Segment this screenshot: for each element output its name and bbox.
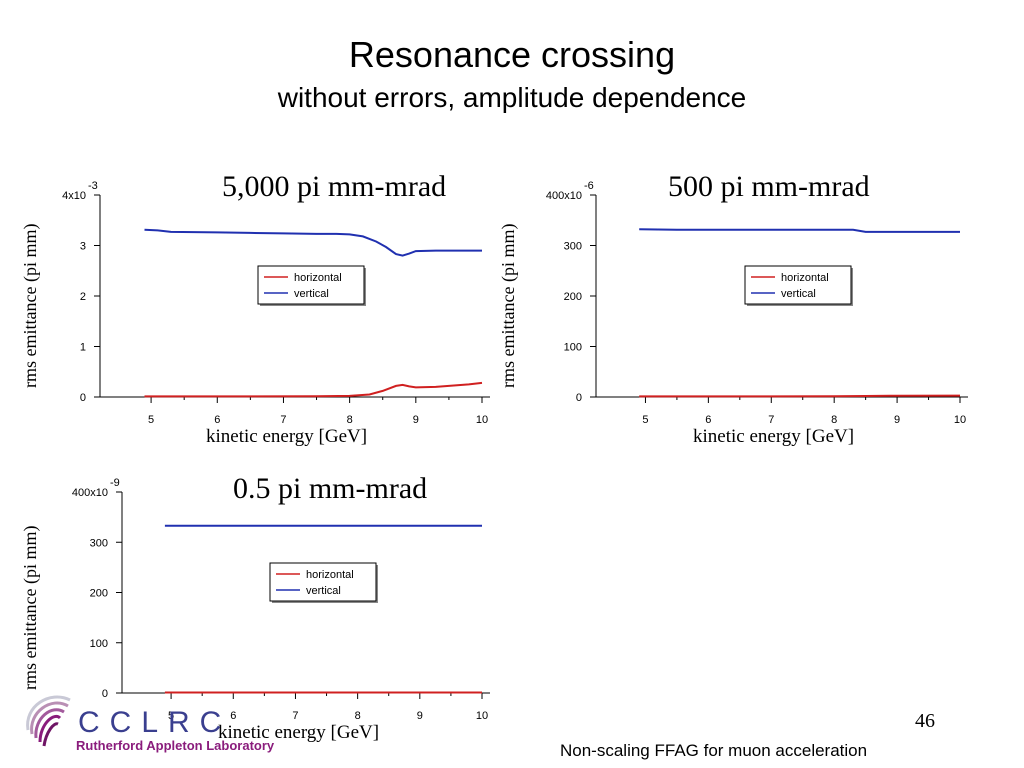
series-line-vertical xyxy=(639,228,960,233)
plot-1-legend: horizontal vertical xyxy=(257,265,366,306)
legend-box xyxy=(257,265,365,305)
y-exponent-label: -9 xyxy=(110,477,120,489)
x-tick-label: 9 xyxy=(894,414,900,426)
y-tick-label: 400x10 xyxy=(546,190,582,202)
x-tick-label: 10 xyxy=(954,414,966,426)
x-tick-label: 6 xyxy=(214,414,220,426)
x-tick-label: 10 xyxy=(476,414,488,426)
series-line-horizontal xyxy=(639,394,961,398)
footer-text: Non-scaling FFAG for muon acceleration xyxy=(560,741,868,760)
y-tick-label: 0 xyxy=(102,688,108,700)
plot-1-xlabel: kinetic energy [GeV] xyxy=(206,426,368,447)
x-tick-label: 9 xyxy=(413,414,419,426)
legend-label-horizontal: horizontal xyxy=(306,569,354,581)
x-tick-label: 8 xyxy=(347,414,353,426)
y-tick-label: 200 xyxy=(90,588,108,600)
page-number: 46 xyxy=(915,710,935,732)
legend-label-vertical: vertical xyxy=(781,288,816,300)
x-tick-label: 6 xyxy=(705,414,711,426)
slide-subtitle: without errors, amplitude dependence xyxy=(277,82,747,113)
legend-label-vertical: vertical xyxy=(306,585,341,597)
plot-2-legend: horizontal vertical xyxy=(744,265,853,306)
y-tick-label: 200 xyxy=(564,291,582,303)
y-tick-label: 100 xyxy=(90,638,108,650)
x-tick-label: 9 xyxy=(417,710,423,722)
series-line-vertical xyxy=(144,228,482,257)
cclrc-logo: CCLRC Rutherford Appleton Laboratory xyxy=(20,686,290,756)
slide-title: Resonance crossing xyxy=(348,34,676,75)
x-tick-label: 8 xyxy=(831,414,837,426)
x-tick-label: 7 xyxy=(292,710,298,722)
y-tick-label: 1 xyxy=(80,342,86,354)
x-tick-label: 5 xyxy=(168,710,174,722)
logo-text: CCLRC xyxy=(78,706,232,739)
plot-3-title: 0.5 pi mm-mrad xyxy=(233,472,428,505)
y-exponent-label: -6 xyxy=(584,180,594,192)
logo-subtext: Rutherford Appleton Laboratory xyxy=(76,738,275,753)
y-tick-label: 0 xyxy=(576,392,582,404)
cclrc-swirl-icon xyxy=(26,695,71,747)
y-tick-label: 4x10 xyxy=(62,190,86,202)
x-tick-label: 10 xyxy=(476,710,488,722)
plot-2-xlabel: kinetic energy [GeV] xyxy=(693,426,855,447)
legend-label-vertical: vertical xyxy=(294,288,329,300)
series-line-horizontal xyxy=(144,381,483,398)
x-tick-label: 7 xyxy=(280,414,286,426)
legend-label-horizontal: horizontal xyxy=(294,272,342,284)
y-tick-label: 300 xyxy=(90,537,108,549)
y-tick-label: 300 xyxy=(564,241,582,253)
y-tick-label: 2 xyxy=(80,291,86,303)
y-tick-label: 400x10 xyxy=(72,487,108,499)
y-tick-label: 0 xyxy=(80,392,86,404)
x-tick-label: 6 xyxy=(230,710,236,722)
plot-2-title: 500 pi mm-mrad xyxy=(668,170,870,203)
plot-1-title: 5,000 pi mm-mrad xyxy=(222,170,447,203)
legend-box xyxy=(269,562,377,602)
plot-3-legend: horizontal vertical xyxy=(269,562,378,603)
legend-box xyxy=(744,265,852,305)
y-tick-label: 100 xyxy=(564,342,582,354)
y-exponent-label: -3 xyxy=(88,180,98,192)
legend-label-horizontal: horizontal xyxy=(781,272,829,284)
x-tick-label: 8 xyxy=(355,710,361,722)
plot-3-xlabel: kinetic energy [GeV] xyxy=(218,722,380,743)
x-tick-label: 5 xyxy=(148,414,154,426)
x-tick-label: 7 xyxy=(768,414,774,426)
x-tick-label: 5 xyxy=(642,414,648,426)
y-tick-label: 3 xyxy=(80,241,86,253)
